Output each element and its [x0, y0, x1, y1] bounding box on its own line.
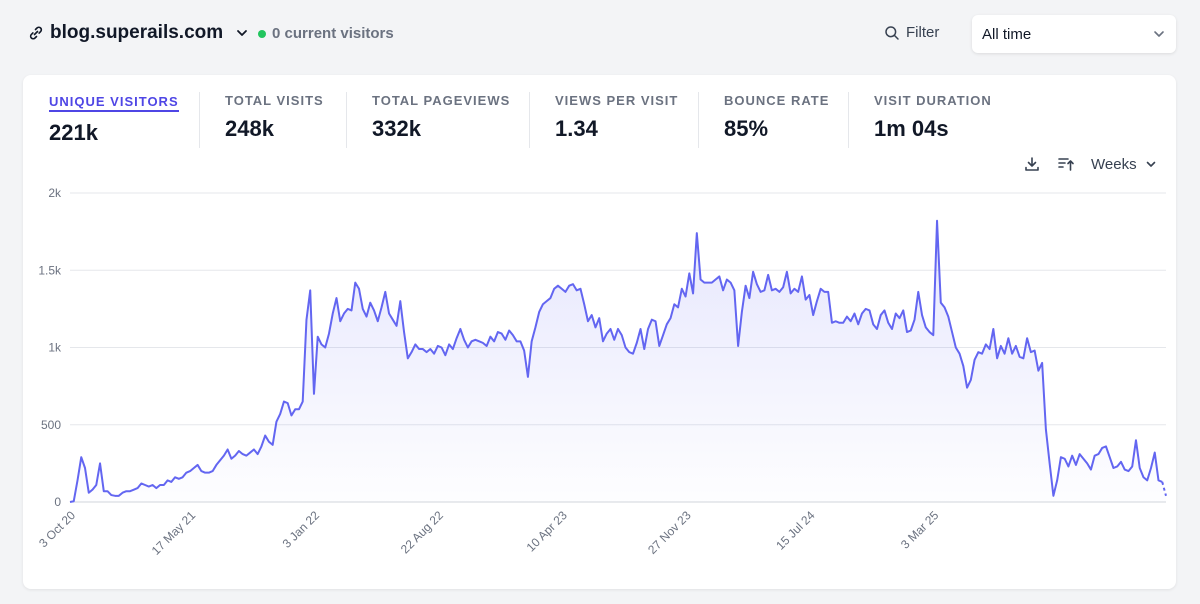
- top-bar: blog.superails.com 0 current visitors Fi…: [0, 0, 1200, 70]
- stat-label: VIEWS PER VISIT: [555, 93, 679, 108]
- y-tick-label: 500: [41, 418, 61, 432]
- stat-value: 1.34: [555, 116, 598, 141]
- filter-button[interactable]: Filter: [884, 24, 939, 41]
- live-dot-icon: [258, 29, 266, 38]
- y-tick-label: 2k: [48, 186, 62, 200]
- y-tick-label: 0: [54, 495, 61, 509]
- download-icon[interactable]: [1023, 155, 1041, 173]
- stat-label: TOTAL PAGEVIEWS: [372, 93, 511, 108]
- stat-value: 85%: [724, 116, 769, 141]
- divider: [698, 92, 699, 148]
- divider: [848, 92, 849, 148]
- divider: [346, 92, 347, 148]
- stat-value: 248k: [225, 116, 274, 141]
- site-domain: blog.superails.com: [50, 22, 224, 43]
- divider: [199, 92, 200, 148]
- period-label: All time: [982, 25, 1032, 43]
- x-tick-label: 22 Aug 22: [398, 508, 446, 556]
- stat-value: 332k: [372, 116, 421, 141]
- stat-value: 1m 04s: [874, 116, 949, 141]
- search-icon: [885, 25, 899, 40]
- y-tick-label: 1.5k: [38, 263, 62, 277]
- filter-label: Filter: [906, 24, 940, 41]
- y-tick-label: 1k: [48, 341, 62, 355]
- stat-bounce-rate[interactable]: BOUNCE RATE 85%: [724, 93, 829, 149]
- stat-label: UNIQUE VISITORS: [49, 94, 179, 112]
- divider: [529, 92, 530, 148]
- link-icon: [29, 26, 43, 40]
- stat-total-pageviews[interactable]: TOTAL PAGEVIEWS 332k: [372, 93, 510, 149]
- x-tick-label: 3 Jan 22: [280, 508, 323, 551]
- stat-views-per-visit[interactable]: VIEWS PER VISIT 1.34: [555, 93, 678, 149]
- x-tick-label: 15 Jul 24: [773, 508, 818, 553]
- x-tick-label: 10 Apr 23: [524, 508, 570, 554]
- current-visitors[interactable]: 0 current visitors: [258, 25, 394, 42]
- chevron-down-icon: [237, 30, 248, 36]
- stat-total-visits[interactable]: TOTAL VISITS 248k: [225, 93, 324, 149]
- chevron-down-icon: [1154, 31, 1164, 37]
- x-tick-label: 27 Nov 23: [645, 508, 694, 557]
- interval-label: Weeks: [1091, 155, 1137, 173]
- x-tick-label: 17 May 21: [149, 508, 199, 558]
- stat-label: BOUNCE RATE: [724, 93, 830, 108]
- x-tick-label: 3 Oct 20: [36, 508, 78, 550]
- chart-tools: Weeks: [1023, 155, 1157, 173]
- site-switcher[interactable]: blog.superails.com: [28, 22, 249, 44]
- period-select[interactable]: All time: [972, 15, 1176, 53]
- interval-select[interactable]: Weeks: [1091, 156, 1157, 173]
- chart-line[interactable]: [69, 219, 1163, 503]
- stat-value: 221k: [49, 120, 98, 145]
- stat-label: VISIT DURATION: [874, 93, 992, 108]
- stat-visit-duration[interactable]: VISIT DURATION 1m 04s: [874, 93, 992, 149]
- chart-area: [70, 220, 1166, 502]
- current-visitors-text: 0 current visitors: [272, 25, 394, 42]
- chart-line-incomplete: [1161, 481, 1167, 497]
- x-tick-label: 3 Mar 25: [898, 508, 942, 552]
- sort-icon[interactable]: [1057, 155, 1075, 173]
- chevron-down-icon: [1146, 161, 1155, 167]
- stat-label: TOTAL VISITS: [225, 93, 324, 108]
- stat-unique-visitors[interactable]: UNIQUE VISITORS 221k: [49, 93, 179, 149]
